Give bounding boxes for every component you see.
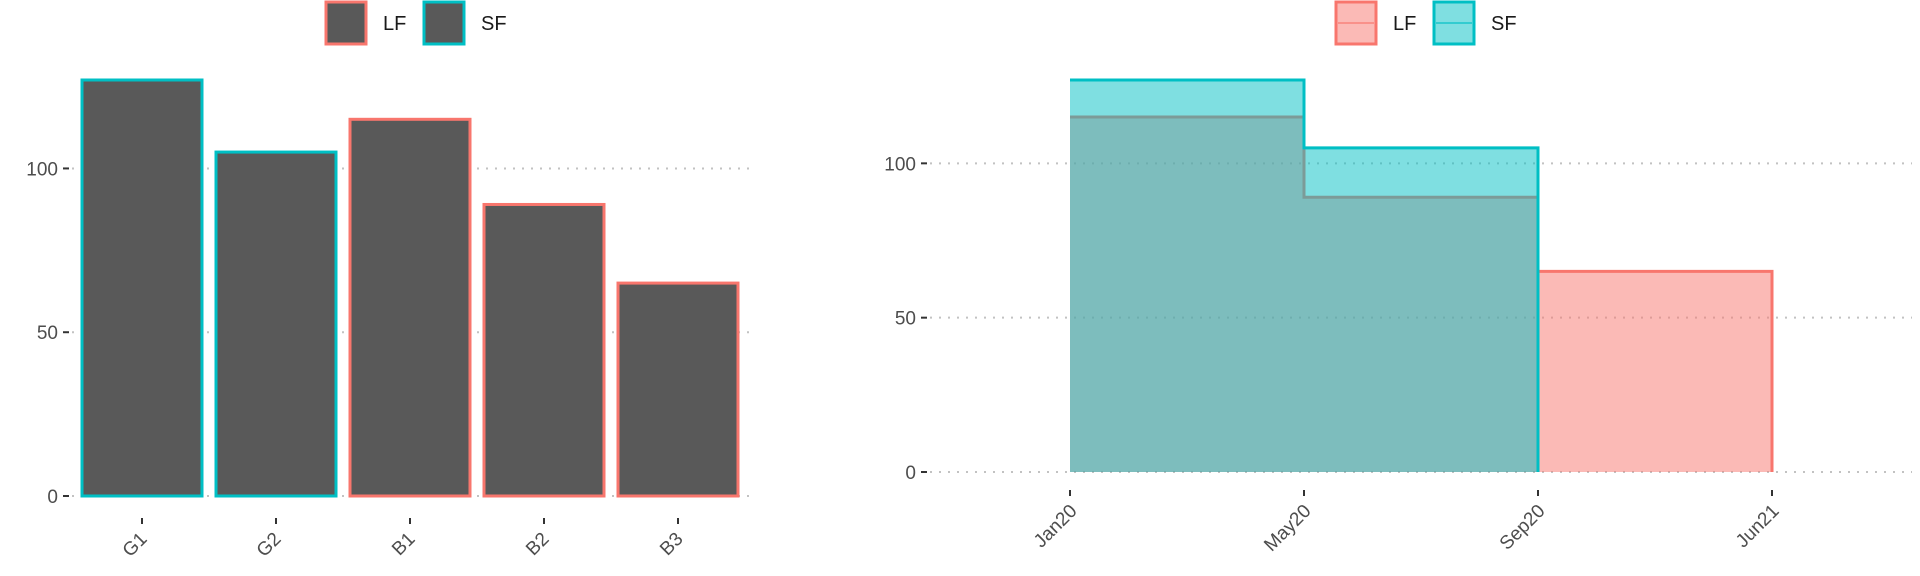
x-tick-label: B3 [656,529,687,560]
legend-label: SF [1491,13,1517,35]
legend-label: SF [481,13,507,35]
bar-g1 [80,78,204,498]
x-tick-label: Jan20 [1030,501,1081,552]
y-tick-label: 0 [905,463,916,484]
x-tick-label: May20 [1260,501,1315,556]
legend-key-lf: LF [1334,0,1416,46]
bar-g2 [214,150,338,498]
legend-label: LF [383,13,406,35]
x-tick-label: B2 [522,529,553,560]
step-area-chart: 0 50 100 Jan20 May20 Sep20 Jun21 LF SF [884,0,1912,556]
legend-key-sf: SF [1432,0,1517,46]
legend-swatch [324,0,368,46]
area-sf [1070,80,1538,472]
x-tick-label: Jun21 [1732,501,1783,552]
legend-key-lf: LF [324,0,406,46]
x-tick-label: B1 [388,529,419,560]
bar-b3 [616,281,740,498]
bar-chart: 0 50 100 G1 G2 B1 B2 B3 LF SF [26,0,752,562]
y-tick-label: 100 [884,154,916,175]
step-line-sf [1070,78,1540,472]
x-tick-label: G2 [253,529,286,562]
legend-swatch [422,0,466,46]
y-tick-label: 50 [37,323,58,344]
legend-label: LF [1393,13,1416,35]
bar-b2 [482,202,606,498]
bar-b1 [348,117,472,498]
y-tick-label: 100 [26,159,58,180]
x-tick-label: Sep20 [1496,501,1550,555]
legend-key-sf: SF [422,0,507,46]
y-tick-label: 0 [47,487,58,508]
y-tick-label: 50 [895,309,916,330]
x-tick-label: G1 [119,529,152,562]
